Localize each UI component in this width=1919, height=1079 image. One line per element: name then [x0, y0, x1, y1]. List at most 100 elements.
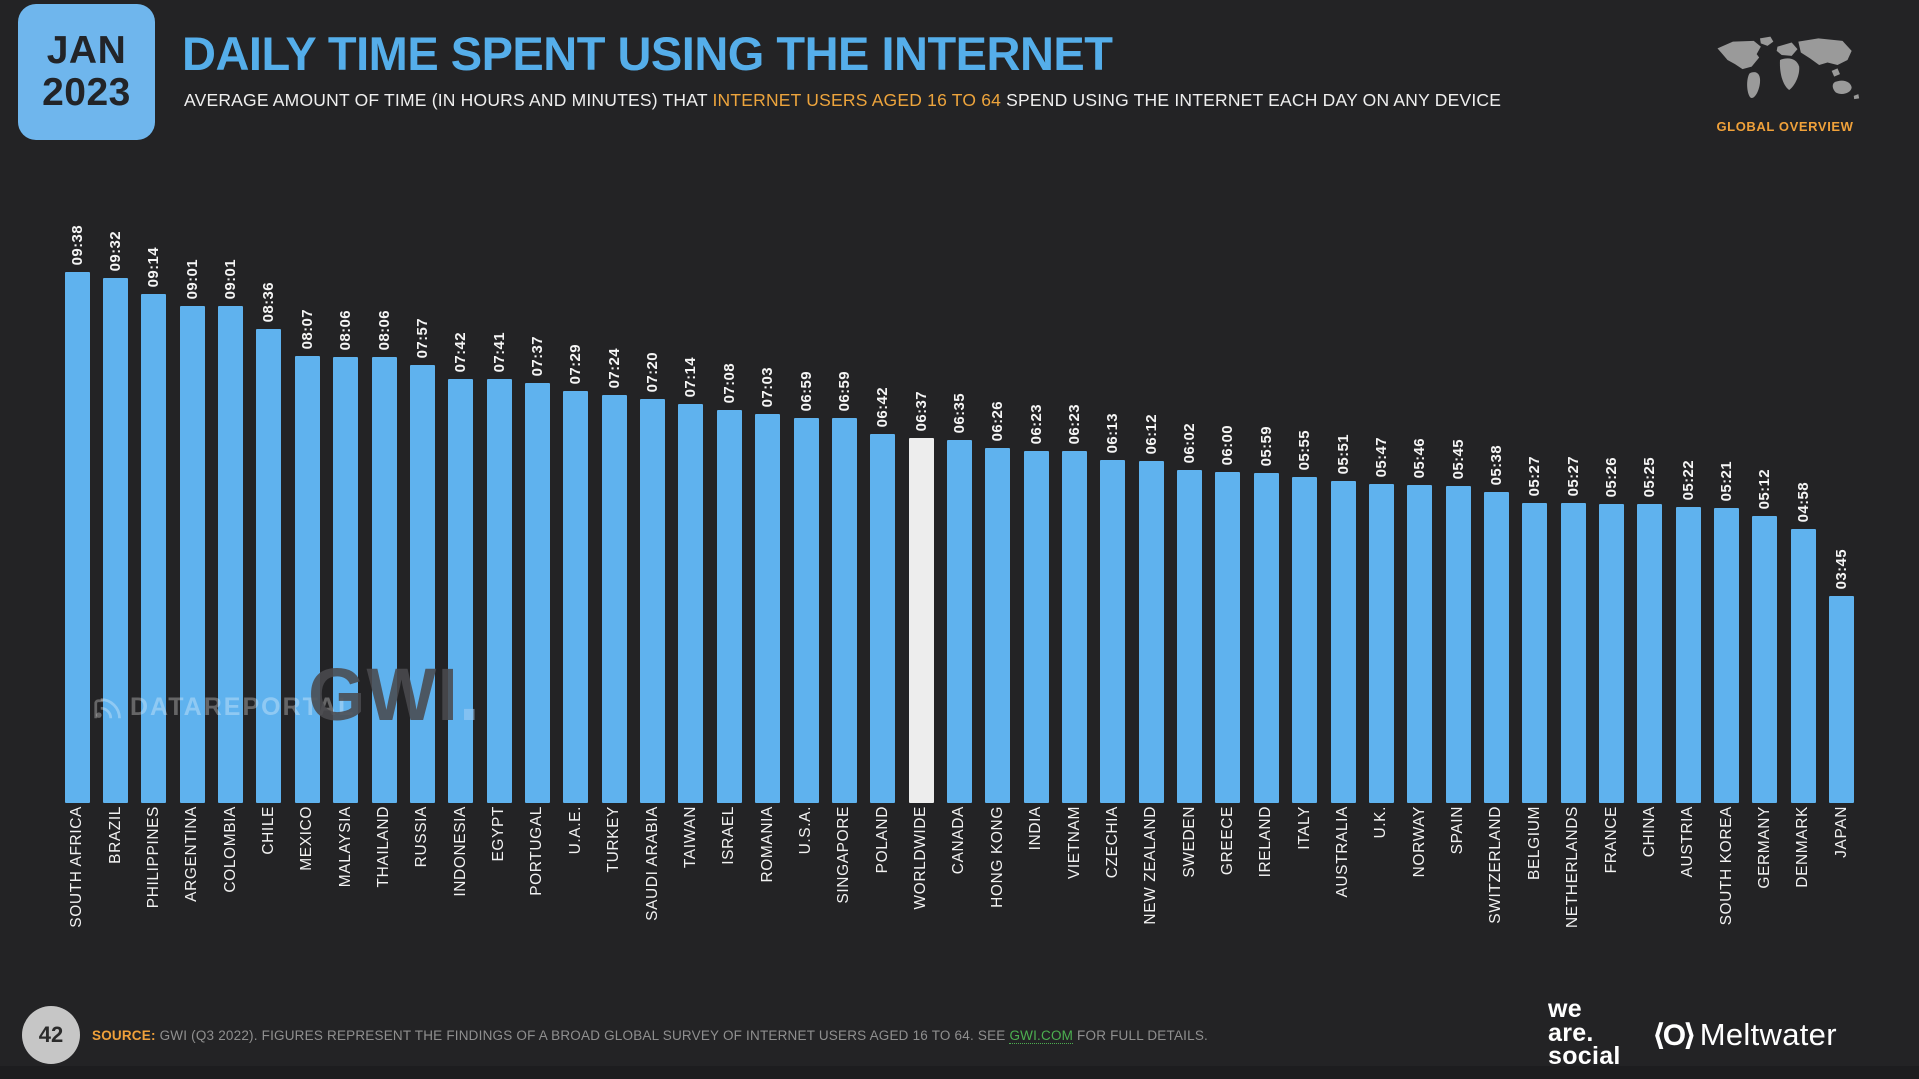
category-cell: ARGENTINA: [173, 806, 211, 986]
meltwater-logo-text: Meltwater: [1699, 1017, 1837, 1052]
bar-value-label: 06:26: [989, 400, 1007, 441]
category-cell: JAPAN: [1823, 806, 1861, 986]
bar-column: 07:41: [480, 170, 518, 803]
source-text: GWI (Q3 2022). FIGURES REPRESENT THE FIN…: [155, 1028, 1010, 1043]
bar-column: 05:59: [1247, 170, 1285, 803]
bar: [1407, 485, 1433, 803]
bar-value-label: 09:01: [222, 258, 240, 299]
country-label: EGYPT: [490, 806, 508, 862]
bar-value-label: 07:24: [605, 347, 623, 388]
category-cell: COLOMBIA: [211, 806, 249, 986]
category-cell: SPAIN: [1439, 806, 1477, 986]
bar-value-label: 08:07: [298, 308, 316, 349]
bar-value-label: 07:20: [644, 351, 662, 392]
gwi-watermark: GWI.: [308, 652, 481, 737]
country-label: CZECHIA: [1103, 806, 1121, 879]
bar: [371, 357, 397, 803]
bottom-strip: [0, 1066, 1919, 1079]
bar-column: 07:57: [403, 170, 441, 803]
bar-column: 08:06: [327, 170, 365, 803]
bar: [64, 272, 90, 803]
bar-value-label: 07:08: [720, 362, 738, 403]
country-label: NORWAY: [1410, 806, 1428, 878]
category-cell: NEW ZEALAND: [1132, 806, 1170, 986]
bar-column: 07:37: [518, 170, 556, 803]
bar-value-label: 05:26: [1603, 456, 1621, 497]
meltwater-logo: ⟨O⟩ Meltwater: [1652, 1017, 1837, 1053]
country-label: SPAIN: [1449, 806, 1467, 855]
date-badge: JAN 2023: [18, 4, 155, 140]
country-label: COLOMBIA: [221, 806, 239, 893]
source-link[interactable]: GWI.COM: [1009, 1028, 1074, 1044]
bar: [1483, 492, 1509, 803]
category-cell: SOUTH AFRICA: [58, 806, 96, 986]
category-cell: INDONESIA: [442, 806, 480, 986]
bar: [524, 383, 550, 803]
bar-column: 07:03: [748, 170, 786, 803]
category-cell: CHILE: [250, 806, 288, 986]
country-label: U.A.E.: [566, 806, 584, 855]
badge-year: 2023: [42, 71, 131, 114]
bar-value-label: 07:57: [413, 317, 431, 358]
bar-column: 07:42: [442, 170, 480, 803]
category-cell: FRANCE: [1592, 806, 1630, 986]
category-cell: SOUTH KOREA: [1707, 806, 1745, 986]
bar-column: 05:25: [1631, 170, 1669, 803]
bar-column: 06:13: [1094, 170, 1132, 803]
category-cell: PORTUGAL: [518, 806, 556, 986]
bar-value-label: 05:25: [1641, 456, 1659, 497]
country-label: AUSTRIA: [1679, 806, 1697, 878]
bar: [1292, 477, 1318, 803]
category-cell: MEXICO: [288, 806, 326, 986]
category-cell: NETHERLANDS: [1554, 806, 1592, 986]
bar-column: 05:26: [1592, 170, 1630, 803]
category-cell: PHILIPPINES: [135, 806, 173, 986]
category-cell: CZECHIA: [1094, 806, 1132, 986]
category-cell: ROMANIA: [748, 806, 786, 986]
bar-column: 04:58: [1784, 170, 1822, 803]
bar: [218, 306, 244, 803]
bar: [1675, 507, 1701, 803]
page-title: DAILY TIME SPENT USING THE INTERNET: [182, 27, 1113, 80]
bar-column: 06:00: [1209, 170, 1247, 803]
category-cell: SAUDI ARABIA: [633, 806, 671, 986]
country-label: CHINA: [1640, 806, 1658, 858]
bar: [448, 379, 474, 803]
bar: [831, 418, 857, 803]
bar-column: 07:08: [710, 170, 748, 803]
bar-column: 06:59: [825, 170, 863, 803]
category-cell: SWEDEN: [1170, 806, 1208, 986]
bar-column: 08:06: [365, 170, 403, 803]
country-label: THAILAND: [375, 806, 393, 888]
bar: [1253, 473, 1279, 803]
bar-value-label: 05:22: [1679, 459, 1697, 500]
bar-column: 07:14: [672, 170, 710, 803]
bar-value-label: 09:38: [68, 224, 86, 265]
category-cell: VIETNAM: [1055, 806, 1093, 986]
bar: [1177, 470, 1203, 803]
bar-value-label: 06:59: [797, 370, 815, 411]
page-subtitle: AVERAGE AMOUNT OF TIME (IN HOURS AND MIN…: [184, 90, 1501, 111]
bar-value-label: 05:21: [1718, 460, 1736, 501]
bar-value-label: 03:45: [1833, 548, 1851, 589]
country-label: ITALY: [1295, 806, 1313, 850]
bar-value-label: 09:01: [183, 258, 201, 299]
bar-column: 06:02: [1170, 170, 1208, 803]
bar-column: 08:36: [250, 170, 288, 803]
bar: [755, 414, 781, 803]
bar: [1062, 451, 1088, 803]
bar-column: 05:12: [1746, 170, 1784, 803]
datareportal-signal-icon: [94, 698, 121, 719]
bar-value-label: 09:32: [107, 230, 125, 271]
category-cell: BRAZIL: [96, 806, 134, 986]
category-cell: TAIWAN: [672, 806, 710, 986]
bar-column: 06:26: [979, 170, 1017, 803]
bar: [409, 365, 435, 803]
bar: [333, 357, 359, 803]
country-label: DENMARK: [1794, 806, 1812, 888]
bar-column: 06:42: [864, 170, 902, 803]
category-axis: SOUTH AFRICA BRAZIL PHILIPPINES ARGENTINA CO…: [58, 806, 1861, 986]
bar: [1714, 508, 1740, 803]
bar-value-label: 05:55: [1296, 429, 1314, 470]
